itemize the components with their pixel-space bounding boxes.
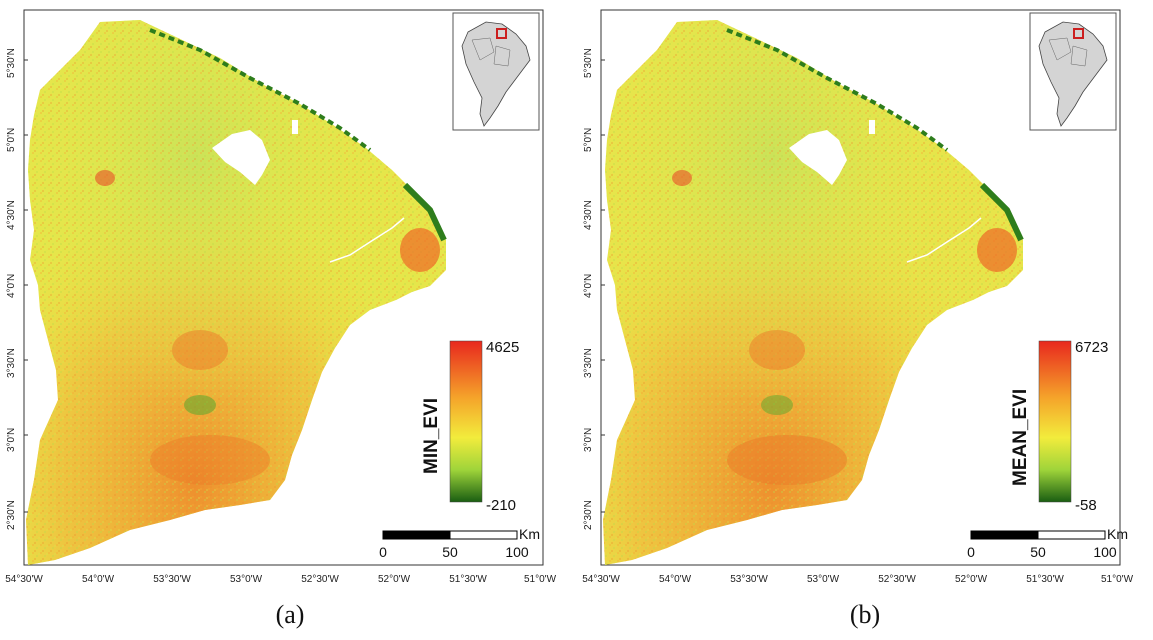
lon-tick: 54°30'W xyxy=(5,574,43,585)
evi-raster-a xyxy=(26,20,447,565)
lon-tick: 53°30'W xyxy=(730,574,768,585)
evi-raster-b xyxy=(603,20,1024,565)
scale-unit: Km xyxy=(519,526,540,542)
map-figure-a: 4625 -210 MIN_EVI Km 0 50 100 5°30'N 5°0… xyxy=(5,9,557,585)
lon-tick: 51°0'W xyxy=(1101,574,1134,585)
lat-tick: 5°0'N xyxy=(583,128,594,152)
lat-tick: 2°30'N xyxy=(6,500,17,530)
scale-label-50: 50 xyxy=(1030,544,1046,560)
scale-bar-a: Km 0 50 100 xyxy=(379,526,540,560)
lat-tick: 4°30'N xyxy=(583,200,594,230)
lon-tick: 53°30'W xyxy=(153,574,191,585)
lat-tick: 5°30'N xyxy=(583,48,594,78)
legend-b: 6723 -58 MEAN_EVI xyxy=(1010,339,1108,514)
lon-tick: 54°30'W xyxy=(582,574,620,585)
lat-tick: 4°30'N xyxy=(6,200,17,230)
lat-tick: 3°0'N xyxy=(583,428,594,452)
legend-min-value: -58 xyxy=(1075,497,1097,514)
lon-tick: 53°0'W xyxy=(807,574,840,585)
lon-tick: 54°0'W xyxy=(659,574,692,585)
legend-color-ramp xyxy=(1038,340,1072,503)
latitude-ticks-a: 5°30'N 5°0'N 4°30'N 4°0'N 3°30'N 3°0'N 2… xyxy=(6,48,28,530)
locator-inset-b xyxy=(1029,12,1117,131)
lat-tick: 3°30'N xyxy=(583,348,594,378)
lon-tick: 53°0'W xyxy=(230,574,263,585)
lat-tick: 3°0'N xyxy=(6,428,17,452)
lon-tick: 51°30'W xyxy=(1026,574,1064,585)
scale-label-0: 0 xyxy=(379,544,387,560)
lon-tick: 52°30'W xyxy=(878,574,916,585)
scale-label-100: 100 xyxy=(505,544,529,560)
map-panel-a: 4625 -210 MIN_EVI Km 0 50 100 5°30'N 5°0… xyxy=(0,0,576,640)
south-america-locator-icon xyxy=(1038,21,1108,127)
lon-tick: 52°0'W xyxy=(955,574,988,585)
legend-title: MIN_EVI xyxy=(421,398,442,474)
lat-tick: 2°30'N xyxy=(583,500,594,530)
legend-max-value: 6723 xyxy=(1075,339,1108,356)
map-figure-b: 6723 -58 MEAN_EVI Km 0 50 100 5°30'N 5°0… xyxy=(582,9,1134,585)
scale-unit: Km xyxy=(1107,526,1128,542)
panel-caption: (b) xyxy=(849,600,881,629)
legend-color-ramp xyxy=(449,340,483,503)
longitude-ticks-b: 54°30'W 54°0'W 53°30'W 53°0'W 52°30'W 52… xyxy=(582,574,1133,585)
longitude-ticks-a: 54°30'W 54°0'W 53°30'W 53°0'W 52°30'W 52… xyxy=(5,574,556,585)
lat-tick: 5°0'N xyxy=(6,128,17,152)
scale-label-0: 0 xyxy=(967,544,975,560)
locator-inset-a xyxy=(452,12,540,131)
legend-min-value: -210 xyxy=(486,497,516,514)
lat-tick: 5°30'N xyxy=(6,48,17,78)
lat-tick: 4°0'N xyxy=(6,274,17,298)
legend-a: 4625 -210 MIN_EVI xyxy=(421,339,519,514)
panel-caption: (a) xyxy=(275,600,305,629)
latitude-ticks-b: 5°30'N 5°0'N 4°30'N 4°0'N 3°30'N 3°0'N 2… xyxy=(583,48,605,530)
lat-tick: 3°30'N xyxy=(6,348,17,378)
map-panel-b: 6723 -58 MEAN_EVI Km 0 50 100 5°30'N 5°0… xyxy=(577,0,1153,640)
scale-label-100: 100 xyxy=(1093,544,1117,560)
scale-bar-b: Km 0 50 100 xyxy=(967,526,1128,560)
lon-tick: 51°0'W xyxy=(524,574,557,585)
lon-tick: 54°0'W xyxy=(82,574,115,585)
scale-label-50: 50 xyxy=(442,544,458,560)
lon-tick: 52°0'W xyxy=(378,574,411,585)
legend-max-value: 4625 xyxy=(486,339,519,356)
legend-title: MEAN_EVI xyxy=(1010,389,1031,486)
lon-tick: 51°30'W xyxy=(449,574,487,585)
south-america-locator-icon xyxy=(461,21,531,127)
lon-tick: 52°30'W xyxy=(301,574,339,585)
lat-tick: 4°0'N xyxy=(583,274,594,298)
